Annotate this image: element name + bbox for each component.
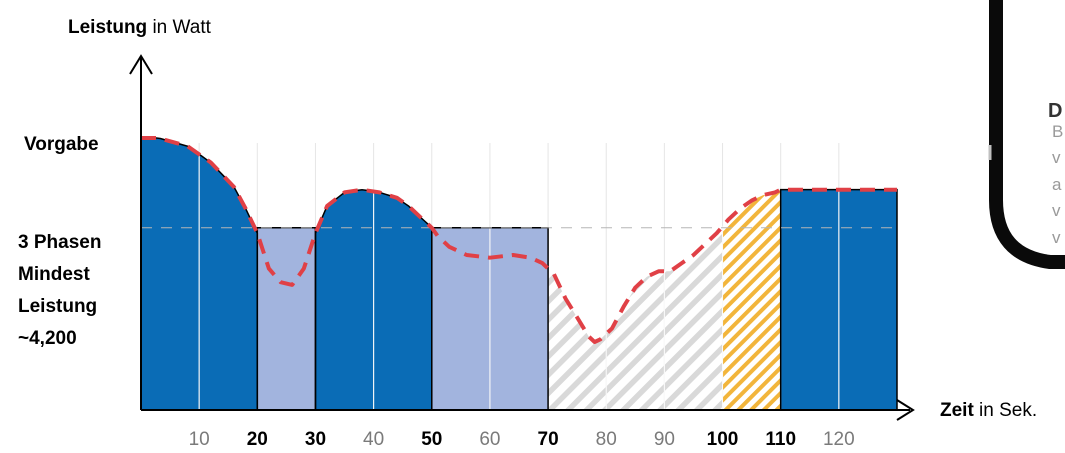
x-tick-20: 20 — [247, 429, 268, 450]
x-tick-110: 110 — [765, 429, 796, 450]
x-tick-90: 90 — [654, 429, 675, 450]
y-axis-arrow — [129, 54, 153, 75]
x-axis-arrow — [896, 399, 915, 421]
x-tick-labels: 10 20 30 40 50 60 70 80 90 100 110 120 — [189, 429, 855, 450]
segment-light-20-30 — [257, 227, 316, 410]
y-axis-title: Leistung in Watt — [68, 17, 212, 38]
area-segments — [141, 138, 897, 410]
segment-hatch-orange-100-110 — [722, 189, 781, 410]
x-tick-100: 100 — [707, 429, 739, 450]
x-tick-30: 30 — [305, 429, 326, 450]
y-label-2: Mindest — [18, 264, 90, 285]
x-tick-70: 70 — [538, 429, 559, 450]
x-tick-60: 60 — [479, 429, 500, 450]
phone-heading: D — [1048, 100, 1062, 122]
phone-line-4: v — [1052, 201, 1061, 220]
y-label-3: Leistung — [18, 296, 97, 317]
y-label-0: Vorgabe — [24, 134, 99, 155]
phone-frame — [989, 0, 1065, 269]
phone-line-2: v — [1052, 148, 1061, 167]
x-tick-10: 10 — [189, 429, 210, 450]
phone-line-3: a — [1052, 175, 1062, 194]
phone-line-1: B — [1052, 122, 1063, 141]
x-tick-80: 80 — [596, 429, 617, 450]
x-tick-120: 120 — [823, 429, 855, 450]
red-dashed-series — [141, 136, 897, 344]
y-label-4: ~4,200 — [18, 328, 77, 349]
x-tick-40: 40 — [363, 429, 384, 450]
phone-line-5: v — [1052, 228, 1061, 247]
segment-hatch-grey-70-100 — [548, 226, 723, 410]
phone-illustration: D B v a v v — [988, 0, 1065, 269]
y-labels: Vorgabe 3 Phasen Mindest Leistung ~4,200 — [18, 134, 101, 349]
x-tick-50: 50 — [421, 429, 442, 450]
axes — [129, 54, 915, 421]
y-label-1: 3 Phasen — [18, 232, 101, 253]
x-axis-title: Zeit in Sek. — [940, 400, 1037, 421]
